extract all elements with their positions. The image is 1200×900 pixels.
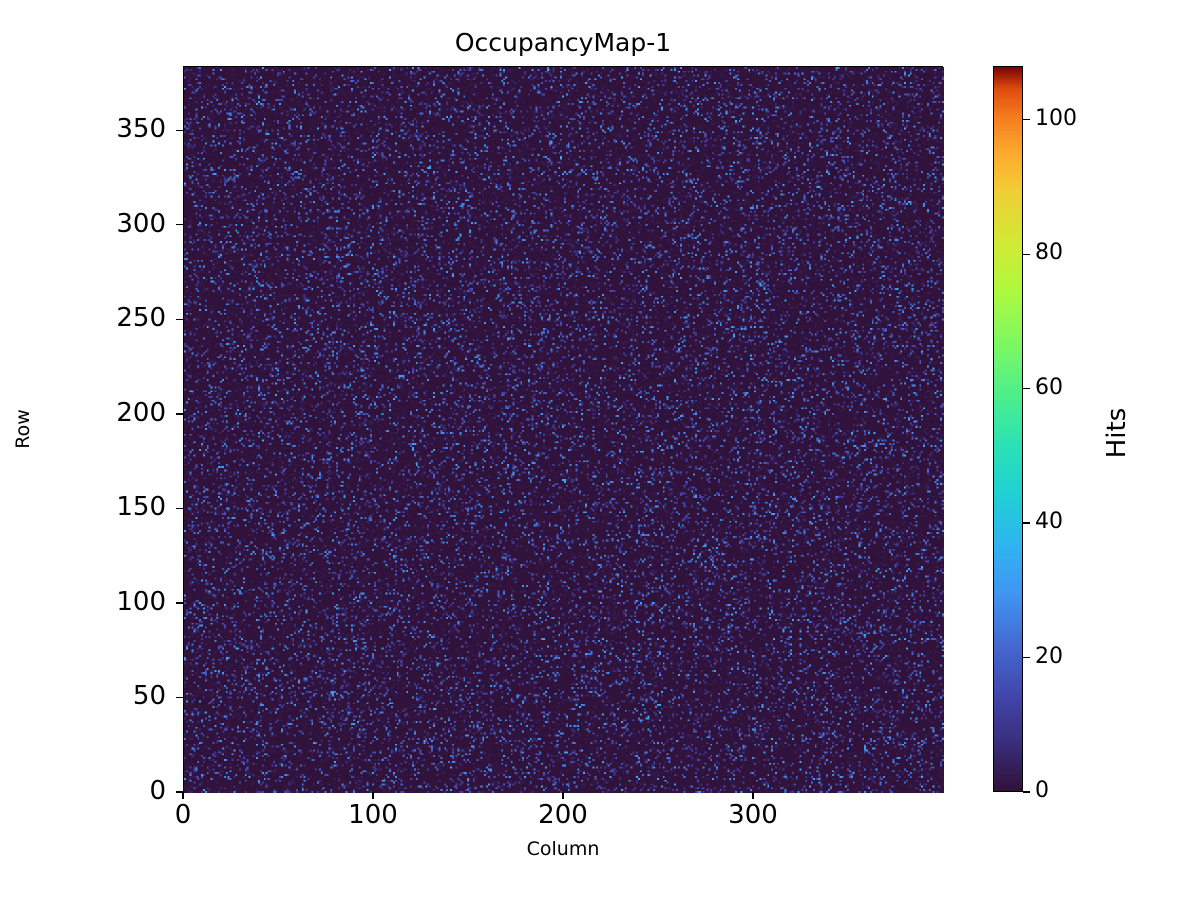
x-tick-mark [372,792,374,799]
x-tick-mark [182,792,184,799]
colorbar-label: Hits [1102,407,1132,459]
heatmap-axes [183,66,944,793]
colorbar-tick-mark [1023,656,1030,659]
y-tick-mark [176,602,183,604]
y-tick-label: 250 [116,303,166,334]
y-tick-mark [176,413,183,415]
colorbar-tick-mark [1023,388,1030,390]
y-tick-mark [176,129,183,131]
colorbar-tick-mark [1023,119,1030,121]
colorbar-gradient [994,67,1022,791]
y-tick-mark [176,507,183,510]
colorbar-tick-mark [1023,522,1030,524]
x-tick-mark [752,792,754,799]
x-tick-label: 300 [728,800,778,830]
colorbar-tick-label: 60 [1035,374,1063,400]
y-tick-label: 0 [149,776,166,806]
colorbar-tick-mark [1023,253,1030,255]
y-tick-mark [176,791,183,793]
colorbar-tick-label: 40 [1035,509,1063,535]
y-axis-label: Row [12,409,34,449]
colorbar [993,66,1023,792]
y-tick-mark [176,224,183,226]
colorbar-tick-label: 80 [1035,240,1063,266]
y-tick-label: 300 [116,208,166,239]
x-tick-label: 200 [538,800,588,830]
y-tick-mark [176,318,183,320]
y-tick-label: 50 [132,681,166,712]
y-tick-label: 200 [116,397,166,428]
chart-title: OccupancyMap-1 [454,28,672,57]
x-tick-mark [562,792,564,799]
colorbar-tick-label: 0 [1035,778,1049,803]
y-tick-mark [176,696,183,699]
y-tick-label: 100 [116,586,166,617]
y-tick-label: 150 [116,492,166,523]
colorbar-tick-label: 20 [1035,643,1063,669]
colorbar-tick-mark [1023,791,1030,793]
x-axis-label: Column [526,838,600,860]
y-tick-label: 350 [116,114,166,145]
x-tick-label: 100 [348,800,398,830]
heatmap-image [184,67,944,793]
x-tick-label: 0 [174,800,192,830]
colorbar-tick-label: 100 [1035,105,1077,131]
